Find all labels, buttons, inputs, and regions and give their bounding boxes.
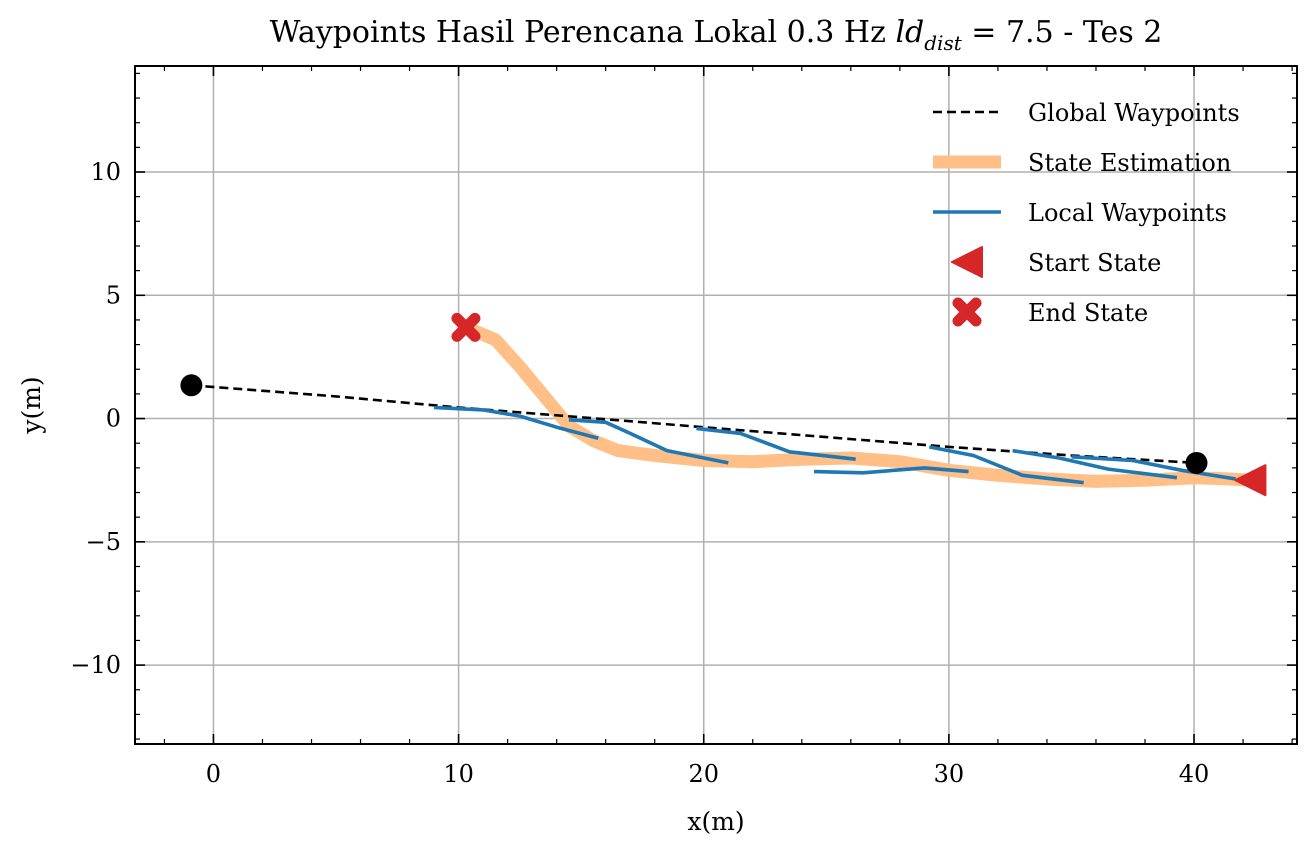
y-tick-label: 10 xyxy=(90,158,121,186)
local-waypoints-segment xyxy=(568,418,729,465)
legend-swatch-end xyxy=(952,297,982,327)
plot-frame xyxy=(134,65,1298,745)
global-endpoint-marker xyxy=(1185,451,1208,474)
chart-title-math-rest: = 7.5 - Tes 2 xyxy=(962,15,1163,50)
x-tick-label: 20 xyxy=(688,760,719,788)
legend-label: Global Waypoints xyxy=(1028,99,1240,127)
legend-item: Start State xyxy=(951,246,1161,278)
x-tick-label: 10 xyxy=(443,760,474,788)
series-layer xyxy=(180,312,1267,497)
local-waypoints-segment xyxy=(1071,455,1236,481)
legend-item: State Estimation xyxy=(933,149,1231,177)
y-tick-label: 5 xyxy=(106,281,121,309)
chart-title-math-sub: dist xyxy=(924,31,962,55)
end-state-marker xyxy=(451,312,481,342)
local-waypoints-segment xyxy=(1012,448,1178,480)
legend-item: Global Waypoints xyxy=(933,99,1240,127)
global-waypoints-line xyxy=(191,384,1197,465)
y-tick-label: 0 xyxy=(106,405,121,433)
chart-title: Waypoints Hasil Perencana Lokal 0.3 Hz l… xyxy=(270,15,1163,55)
y-tick-label: −10 xyxy=(70,651,121,679)
legend: Global Waypoints State Estimation Local Wa… xyxy=(933,99,1240,327)
x-tick-label: 0 xyxy=(206,760,221,788)
legend-item: End State xyxy=(952,297,1148,327)
x-axis-label: x(m) xyxy=(687,807,744,836)
ticks: 0 10 20 30 40 −10 −5 0 5 10 xyxy=(70,66,1297,788)
local-waypoints-segment xyxy=(928,445,1084,485)
y-axis-label: y(m) xyxy=(17,376,46,434)
start-state-marker xyxy=(1234,464,1267,497)
grid xyxy=(135,66,1297,744)
global-endpoint-marker xyxy=(180,374,203,397)
local-waypoints-segment xyxy=(696,426,856,461)
local-waypoints-segment xyxy=(434,405,599,441)
legend-item: Local Waypoints xyxy=(933,199,1227,227)
legend-label: End State xyxy=(1028,299,1148,327)
chart-title-text: Waypoints Hasil Perencana Lokal 0.3 Hz xyxy=(270,15,886,50)
legend-label: Local Waypoints xyxy=(1028,199,1227,227)
legend-swatch-start xyxy=(951,246,983,278)
x-tick-label: 30 xyxy=(934,760,965,788)
chart-title-math-base: ld xyxy=(895,15,924,50)
legend-label: State Estimation xyxy=(1028,149,1231,177)
y-tick-label: −5 xyxy=(86,528,121,556)
x-tick-label: 40 xyxy=(1179,760,1210,788)
legend-label: Start State xyxy=(1028,249,1161,277)
svg-text:Waypoints Hasil Perencana Loka: Waypoints Hasil Perencana Lokal 0.3 Hz l… xyxy=(270,15,1163,55)
local-waypoints-segment xyxy=(814,466,969,475)
state-estimation-line xyxy=(459,320,1257,488)
